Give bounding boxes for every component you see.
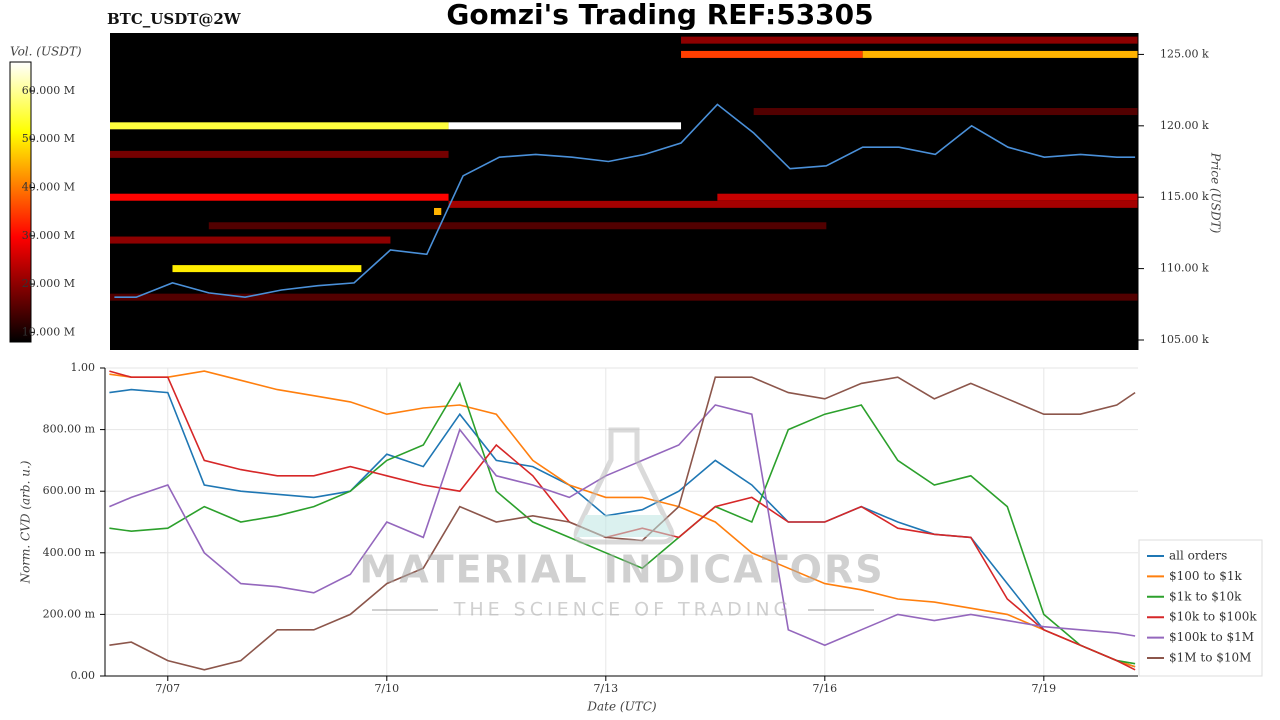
y-tick-label: 400.00 m <box>43 546 96 559</box>
subtitle: BTC_USDT@2W <box>107 10 242 28</box>
colorbar-tick-label: 60.000 M <box>22 84 75 97</box>
series-line <box>109 388 1136 668</box>
legend-label: $1k to $10k <box>1169 589 1242 603</box>
x-tick-label: 7/19 <box>1031 682 1056 695</box>
series-line <box>109 404 1136 647</box>
heatmap-band <box>681 36 1138 44</box>
y-tick-label: 110.00 k <box>1160 262 1209 275</box>
series-line <box>109 370 1136 668</box>
legend-label: $100k to $1M <box>1169 630 1254 644</box>
legend-label: $10k to $100k <box>1169 610 1257 624</box>
watermark-liquid <box>576 515 672 537</box>
heatmap-band <box>448 200 1139 208</box>
y-tick-label: 200.00 m <box>43 607 96 620</box>
y-tick-label: 120.00 k <box>1160 119 1209 132</box>
colorbar-label: Vol. (USDT) <box>10 45 82 59</box>
colorbar-tick-label: 50.000 M <box>22 132 75 145</box>
watermark: MATERIAL INDICATORS THE SCIENCE OF TRADI… <box>359 427 884 621</box>
watermark-subtext: THE SCIENCE OF TRADING <box>453 599 793 621</box>
heatmap-chart: 10.000 M 20.000 M 30.000 M 40.000 M 50.000 M… <box>22 33 1209 350</box>
heatmap-band <box>434 207 442 215</box>
x-tick-label: 7/16 <box>812 682 837 695</box>
colorbar <box>9 61 32 343</box>
legend-entries: all orders $100 to $1k $1k to $10k $10k to … <box>1147 549 1257 665</box>
heatmap-band <box>110 193 449 201</box>
y-tick-label: 0.00 <box>71 669 96 682</box>
x-tick-label: 7/10 <box>374 682 399 695</box>
heatmap-band <box>172 265 362 273</box>
watermark-text: MATERIAL INDICATORS <box>359 548 884 592</box>
colorbar-tick-label: 40.000 M <box>22 181 75 194</box>
heatmap-band <box>110 150 449 158</box>
watermark-flask <box>573 427 675 545</box>
y-tick-label: 115.00 k <box>1160 190 1209 203</box>
heatmap-band <box>208 222 827 230</box>
title: Gomzi's Trading REF:53305 <box>446 0 873 31</box>
colorbar-tick-label: 10.000 M <box>22 325 75 338</box>
series-line <box>109 381 1136 665</box>
colorbar-tick-label: 20.000 M <box>22 277 75 290</box>
legend-label: all orders <box>1169 549 1227 563</box>
y-tick-label: 105.00 k <box>1160 333 1209 346</box>
y-tick-label: 600.00 m <box>43 484 96 497</box>
y-tick-label: 1.00 <box>71 361 96 374</box>
y-axis-label: Price (USDT) <box>1209 152 1223 234</box>
heatmap-band <box>753 108 1138 116</box>
x-tick-label: 7/13 <box>593 682 618 695</box>
cvd-chart: 0.00 200.00 m 400.00 m 600.00 m 800.00 m 1.00… <box>43 361 1138 695</box>
y-axis-label: Norm. CVD (arb. u.) <box>19 460 33 584</box>
series-line <box>109 376 1136 671</box>
price-line <box>114 103 1136 299</box>
x-tick-label: 7/07 <box>155 682 180 695</box>
x-axis-label: Date (UTC) <box>586 700 656 714</box>
heatmap-band <box>862 50 1138 58</box>
colorbar-tick-label: 30.000 M <box>22 229 75 242</box>
heatmap-band <box>681 50 863 58</box>
legend-label: $100 to $1k <box>1169 569 1242 583</box>
heatmap-band <box>110 236 391 244</box>
legend <box>1138 539 1263 677</box>
legend-label: $1M to $10M <box>1169 651 1251 665</box>
y-tick-label: 800.00 m <box>43 423 96 436</box>
y-tick-label: 125.00 k <box>1160 47 1209 60</box>
heatmap-band <box>110 293 1138 301</box>
heatmap-band <box>717 193 1138 201</box>
heatmap-band <box>110 122 449 130</box>
heatmap-band <box>448 122 682 130</box>
heatmap-background <box>110 33 1138 350</box>
